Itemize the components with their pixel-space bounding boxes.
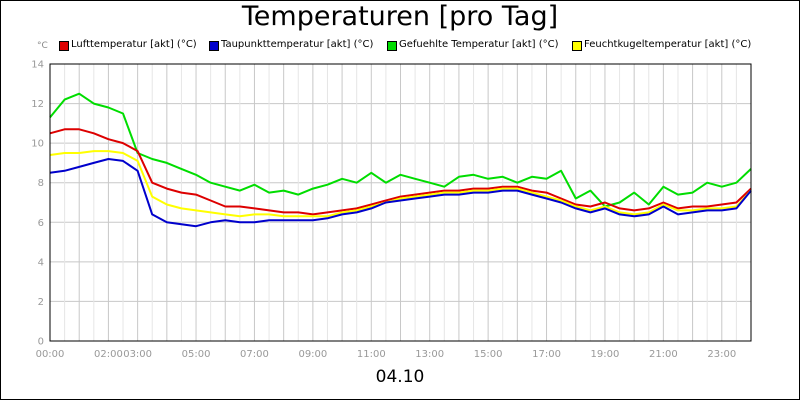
x-tick-label: 19:00 <box>591 349 620 360</box>
series-line-2 <box>49 92 752 208</box>
series-line-1 <box>49 158 752 228</box>
x-tick-label: 00:00 <box>36 349 65 360</box>
x-tick-label: 21:00 <box>649 349 678 360</box>
x-tick-label: 15:00 <box>474 349 503 360</box>
x-tick-label: 07:00 <box>240 349 269 360</box>
x-tick-label: 17:00 <box>532 349 561 360</box>
x-axis-caption: 04.10 <box>375 367 425 387</box>
legend-label: Taupunkttemperatur [akt] (°C) <box>221 39 374 50</box>
y-tick-label: 0 <box>38 337 44 348</box>
legend-swatch <box>572 41 582 51</box>
series-line-0 <box>49 128 752 216</box>
legend-label: Gefuehlte Temperatur [akt] (°C) <box>399 39 559 50</box>
x-tick-label: 23:00 <box>707 349 736 360</box>
chart-title: Temperaturen [pro Tag] <box>241 1 559 32</box>
legend: Lufttemperatur [akt] (°C) Taupunkttempera… <box>0 38 800 52</box>
y-tick-label: 14 <box>31 60 44 71</box>
y-tick-label: 12 <box>31 99 44 110</box>
plot-border <box>49 63 752 342</box>
legend-swatch <box>387 41 397 51</box>
x-tick-label: 02:00 <box>94 349 123 360</box>
y-tick-label: 10 <box>31 139 44 150</box>
x-tick-label: 11:00 <box>357 349 386 360</box>
y-tick-label: 2 <box>38 297 44 308</box>
legend-label: Feuchtkugeltemperatur [akt] (°C) <box>584 39 752 50</box>
y-tick-label: 6 <box>38 218 44 229</box>
legend-label: Lufttemperatur [akt] (°C) <box>71 39 197 50</box>
x-tick-label: 03:00 <box>123 349 152 360</box>
x-tick-label: 09:00 <box>298 349 327 360</box>
series-line-3 <box>49 150 752 218</box>
x-tick-label: 05:00 <box>182 349 211 360</box>
legend-swatch <box>209 41 219 51</box>
x-tick-label: 13:00 <box>415 349 444 360</box>
y-tick-label: 8 <box>38 178 44 189</box>
y-tick-label: 4 <box>38 257 44 268</box>
legend-swatch <box>59 41 69 51</box>
y-axis-unit: °C <box>37 41 48 51</box>
